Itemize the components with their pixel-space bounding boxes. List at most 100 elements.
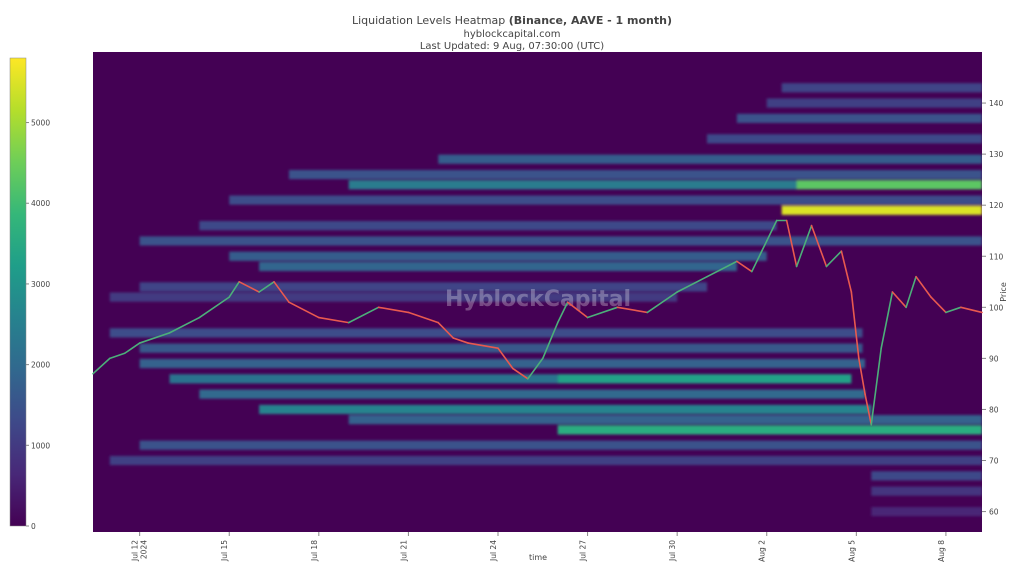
x-axis-title: time (529, 553, 547, 562)
y-tick-label: 130 (989, 150, 1004, 159)
price-segment (228, 280, 240, 298)
x-tick-label: Jul 12 (131, 540, 140, 562)
x-tick-label: Aug 2 (758, 540, 767, 562)
x-tick-label: Jul 30 (668, 540, 677, 562)
y-tick-label: 140 (989, 99, 1004, 108)
price-segment (407, 311, 440, 324)
x-tick-label: Jul 27 (579, 540, 588, 562)
liquidation-band (139, 440, 982, 450)
price-segment (123, 342, 141, 355)
price-segment (905, 275, 917, 309)
colorbar-tick-label: 2000 (31, 361, 50, 370)
price-segment (858, 357, 866, 395)
x-tick-label: Aug 5 (847, 540, 856, 562)
price-segment (238, 280, 260, 293)
colorbar-tick-label: 1000 (31, 441, 50, 450)
x-tick-label: Jul 21 (399, 540, 408, 562)
price-segment (880, 291, 894, 349)
price-segment (437, 321, 455, 339)
liquidation-band (109, 328, 863, 338)
liquidation-band (109, 455, 982, 466)
price-segment (616, 306, 649, 314)
liquidation-band (348, 180, 797, 190)
liquidation-band (229, 251, 767, 261)
liquidation-band (557, 374, 852, 384)
price-segment (945, 306, 962, 314)
price-segment (452, 337, 469, 344)
price-segment (676, 275, 708, 293)
x-tick-label: Jul 15 (220, 540, 229, 562)
liquidation-band (288, 169, 982, 180)
liquidation-band (229, 195, 982, 205)
price-segment (765, 219, 778, 242)
price-segment (915, 275, 932, 298)
liquidation-band (199, 221, 777, 231)
price-segment (850, 291, 860, 360)
x-tick-year: 2024 (140, 540, 149, 559)
price-segment (810, 224, 828, 268)
price-segment (751, 240, 768, 273)
y-tick-label: 90 (989, 354, 999, 363)
colorbar-tick-label: 0 (31, 522, 36, 531)
price-segment (840, 250, 853, 293)
liquidation-band (438, 154, 982, 164)
price-segment (527, 357, 544, 380)
liquidation-band (259, 404, 872, 415)
y-tick-label: 60 (989, 508, 999, 517)
price-segment (646, 291, 678, 314)
price-segment (541, 321, 559, 360)
liquidation-band (259, 261, 737, 272)
price-segment (870, 347, 883, 426)
liquidation-levels (109, 83, 982, 517)
y-tick-label: 80 (989, 405, 999, 414)
overlay: 60 70 80 90 100 110 120 130 140 Jul 12 2024 Jul 15 J… (9, 57, 1004, 562)
liquidation-band (139, 282, 708, 292)
y-axis-title: Price (999, 282, 1008, 302)
price-segment (864, 393, 873, 426)
price-segment (92, 357, 111, 375)
colorbar-tick-label: 3000 (31, 280, 50, 289)
liquidation-band (199, 389, 866, 399)
price-segment (736, 260, 753, 273)
price-segment (497, 347, 514, 370)
price-segment (467, 342, 499, 349)
watermark: HyblockCapital (445, 287, 631, 312)
liquidation-band (871, 471, 982, 481)
liquidation-band (707, 134, 982, 144)
price-segment (273, 280, 290, 304)
colorbar-tick-label: 4000 (31, 199, 50, 208)
price-segment (258, 280, 275, 293)
price-segment (168, 316, 201, 334)
liquidation-band (109, 292, 678, 302)
price-segment (347, 306, 380, 324)
liquidation-band (796, 180, 982, 190)
colorbar (9, 57, 27, 527)
price-segment (566, 301, 589, 319)
price-segment (108, 352, 126, 360)
price-segment (586, 306, 619, 319)
liquidation-band (139, 343, 863, 353)
price-segment (288, 301, 320, 319)
price-segment (512, 367, 529, 380)
price-segment (706, 260, 738, 278)
liquidation-band (766, 98, 982, 108)
price-segment (318, 316, 350, 324)
liquidation-band (871, 486, 982, 496)
x-tick-label: Aug 8 (937, 540, 946, 562)
liquidation-band (169, 374, 558, 384)
heatmap: HyblockCapital (93, 52, 982, 532)
y-tick-label: 120 (989, 201, 1004, 210)
colorbar-tick-label: 5000 (31, 119, 50, 128)
price-segment (891, 291, 907, 309)
price-segment (138, 332, 171, 344)
price-segment (795, 224, 813, 268)
updated: Last Updated: 9 Aug, 07:30:00 (UTC) (420, 41, 604, 52)
price-segment (825, 250, 843, 268)
liquidation-band (348, 415, 982, 425)
liquidation-band (736, 113, 982, 123)
price-segment (785, 219, 798, 268)
price-segment (377, 306, 410, 314)
price-segment (930, 296, 947, 314)
